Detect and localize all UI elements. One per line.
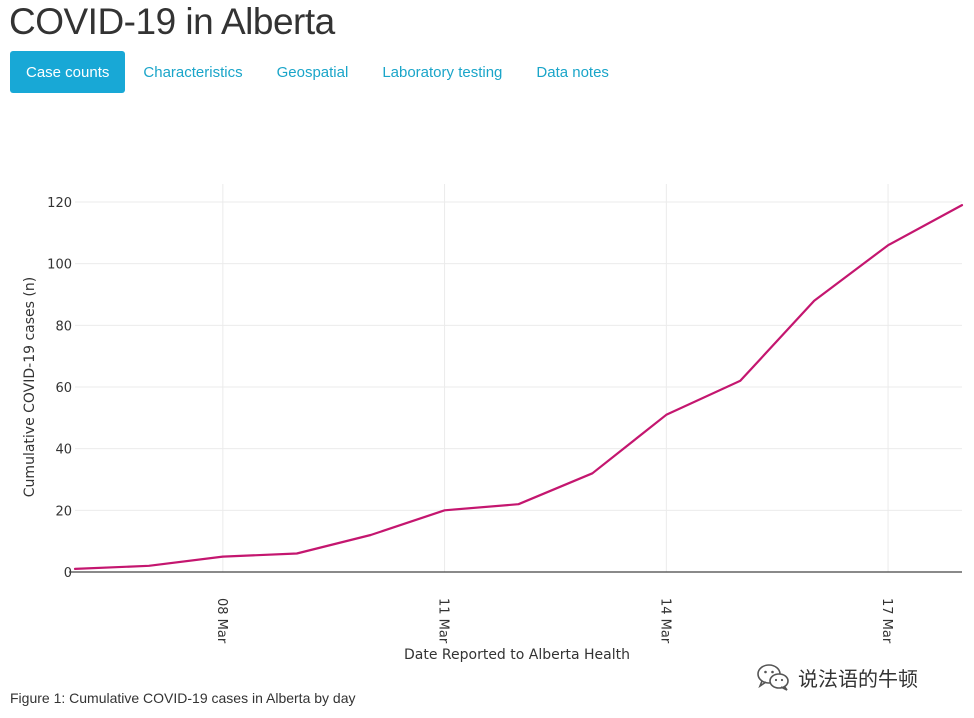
y-tick-label: 120: [47, 196, 72, 211]
x-axis-title: Date Reported to Alberta Health: [404, 647, 630, 663]
tab-data-notes[interactable]: Data notes: [536, 63, 609, 81]
x-tick-label: 14 Mar: [657, 598, 672, 644]
x-tick-label: 08 Mar: [214, 598, 229, 644]
figure-caption: Figure 1: Cumulative COVID-19 cases in A…: [10, 690, 356, 706]
chart-axes: 0 20 40 60 80 100 120 08 Mar 11 Mar 14 Mar 17 Mar: [47, 196, 962, 644]
chart-gridlines: [75, 184, 962, 572]
y-tick-label: 0: [64, 566, 72, 581]
page-title: COVID-19 in Alberta: [9, 1, 335, 42]
y-tick-label: 40: [55, 443, 72, 458]
watermark: 说法语的牛顿: [756, 660, 956, 694]
wechat-icon: [757, 664, 789, 691]
y-tick-label: 20: [55, 504, 72, 519]
y-tick-label: 100: [47, 258, 72, 273]
chart-series: [73, 204, 964, 571]
watermark-text: 说法语的牛顿: [798, 666, 918, 691]
y-axis-title: Cumulative COVID-19 cases (n): [22, 277, 38, 497]
tab-case-counts[interactable]: Case counts: [10, 51, 126, 93]
y-tick-label: 60: [55, 381, 72, 396]
tab-laboratory-testing[interactable]: Laboratory testing: [382, 63, 503, 81]
tab-bar: Case counts Characteristics Geospatial L…: [10, 51, 627, 93]
x-tick-label: 17 Mar: [879, 598, 894, 644]
series-line: [73, 204, 964, 571]
y-tick-label: 80: [55, 319, 72, 334]
tab-geospatial[interactable]: Geospatial: [276, 63, 349, 81]
x-tick-label: 11 Mar: [436, 598, 451, 644]
tab-characteristics[interactable]: Characteristics: [143, 63, 243, 81]
